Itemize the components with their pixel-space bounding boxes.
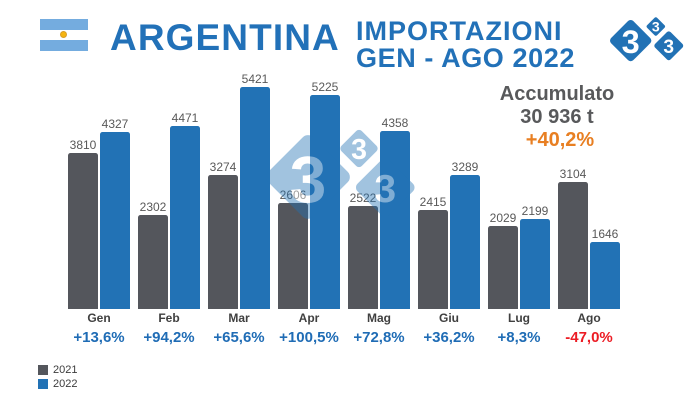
svg-text:3: 3 <box>351 134 367 166</box>
svg-text:3: 3 <box>290 143 327 217</box>
svg-text:3: 3 <box>663 37 674 58</box>
svg-text:3: 3 <box>652 19 660 35</box>
svg-text:3: 3 <box>622 24 640 60</box>
svg-text:3: 3 <box>374 168 396 211</box>
